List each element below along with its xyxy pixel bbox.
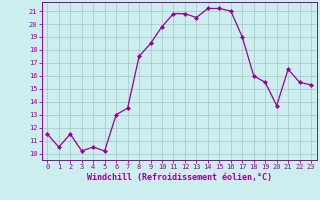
X-axis label: Windchill (Refroidissement éolien,°C): Windchill (Refroidissement éolien,°C) [87, 173, 272, 182]
